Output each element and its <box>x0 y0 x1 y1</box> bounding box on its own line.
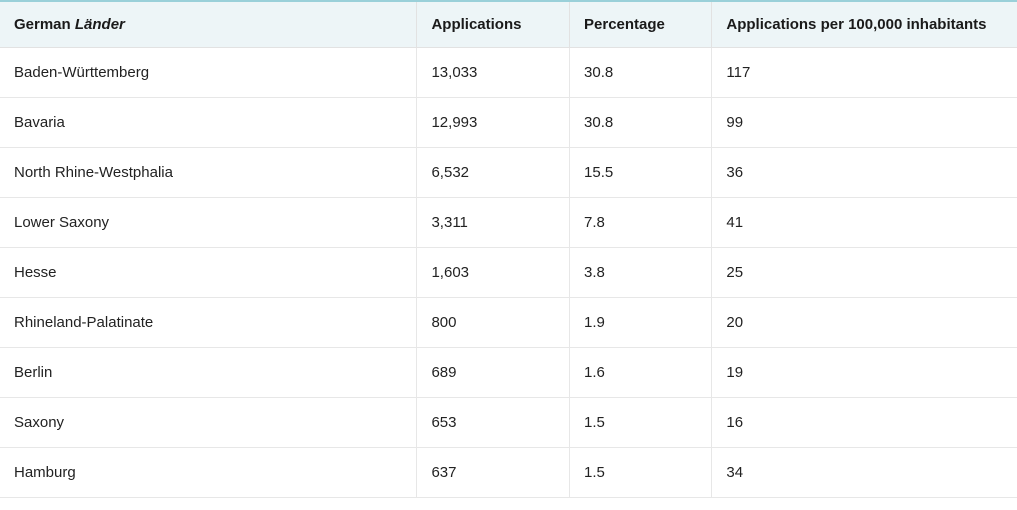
cell-percentage: 1.9 <box>570 298 712 348</box>
table-row: Berlin 689 1.6 19 <box>0 348 1017 398</box>
cell-percentage: 3.8 <box>570 248 712 298</box>
table-row: North Rhine-Westphalia 6,532 15.5 36 <box>0 148 1017 198</box>
table-row: Baden-Württemberg 13,033 30.8 117 <box>0 48 1017 98</box>
cell-per100k: 16 <box>712 398 1017 448</box>
cell-applications: 3,311 <box>417 198 570 248</box>
cell-land: Rhineland-Palatinate <box>0 298 417 348</box>
table-row: Hesse 1,603 3.8 25 <box>0 248 1017 298</box>
data-table-container: German Länder Applications Percentage Ap… <box>0 0 1017 498</box>
cell-percentage: 1.5 <box>570 398 712 448</box>
cell-per100k: 36 <box>712 148 1017 198</box>
col-header-land-prefix: German <box>14 16 75 33</box>
cell-applications: 800 <box>417 298 570 348</box>
applications-table: German Länder Applications Percentage Ap… <box>0 0 1017 498</box>
cell-percentage: 1.5 <box>570 448 712 498</box>
cell-per100k: 99 <box>712 98 1017 148</box>
table-row: Saxony 653 1.5 16 <box>0 398 1017 448</box>
table-row: Lower Saxony 3,311 7.8 41 <box>0 198 1017 248</box>
cell-percentage: 7.8 <box>570 198 712 248</box>
cell-applications: 653 <box>417 398 570 448</box>
cell-land: Lower Saxony <box>0 198 417 248</box>
cell-applications: 12,993 <box>417 98 570 148</box>
cell-percentage: 30.8 <box>570 48 712 98</box>
cell-percentage: 1.6 <box>570 348 712 398</box>
col-header-applications: Applications <box>417 1 570 48</box>
table-row: Bavaria 12,993 30.8 99 <box>0 98 1017 148</box>
cell-land: Saxony <box>0 398 417 448</box>
cell-applications: 1,603 <box>417 248 570 298</box>
cell-land: North Rhine-Westphalia <box>0 148 417 198</box>
cell-per100k: 20 <box>712 298 1017 348</box>
table-row: Hamburg 637 1.5 34 <box>0 448 1017 498</box>
cell-land: Hesse <box>0 248 417 298</box>
col-header-per100k: Applications per 100,000 inhabitants <box>712 1 1017 48</box>
cell-percentage: 30.8 <box>570 98 712 148</box>
col-header-land: German Länder <box>0 1 417 48</box>
cell-per100k: 25 <box>712 248 1017 298</box>
cell-land: Hamburg <box>0 448 417 498</box>
cell-applications: 689 <box>417 348 570 398</box>
cell-per100k: 34 <box>712 448 1017 498</box>
col-header-percentage: Percentage <box>570 1 712 48</box>
cell-per100k: 41 <box>712 198 1017 248</box>
cell-per100k: 117 <box>712 48 1017 98</box>
cell-percentage: 15.5 <box>570 148 712 198</box>
col-header-land-italic: Länder <box>75 16 125 33</box>
cell-per100k: 19 <box>712 348 1017 398</box>
cell-applications: 13,033 <box>417 48 570 98</box>
cell-applications: 637 <box>417 448 570 498</box>
cell-land: Berlin <box>0 348 417 398</box>
cell-applications: 6,532 <box>417 148 570 198</box>
cell-land: Bavaria <box>0 98 417 148</box>
cell-land: Baden-Württemberg <box>0 48 417 98</box>
table-row: Rhineland-Palatinate 800 1.9 20 <box>0 298 1017 348</box>
table-body: Baden-Württemberg 13,033 30.8 117 Bavari… <box>0 48 1017 498</box>
table-header-row: German Länder Applications Percentage Ap… <box>0 1 1017 48</box>
